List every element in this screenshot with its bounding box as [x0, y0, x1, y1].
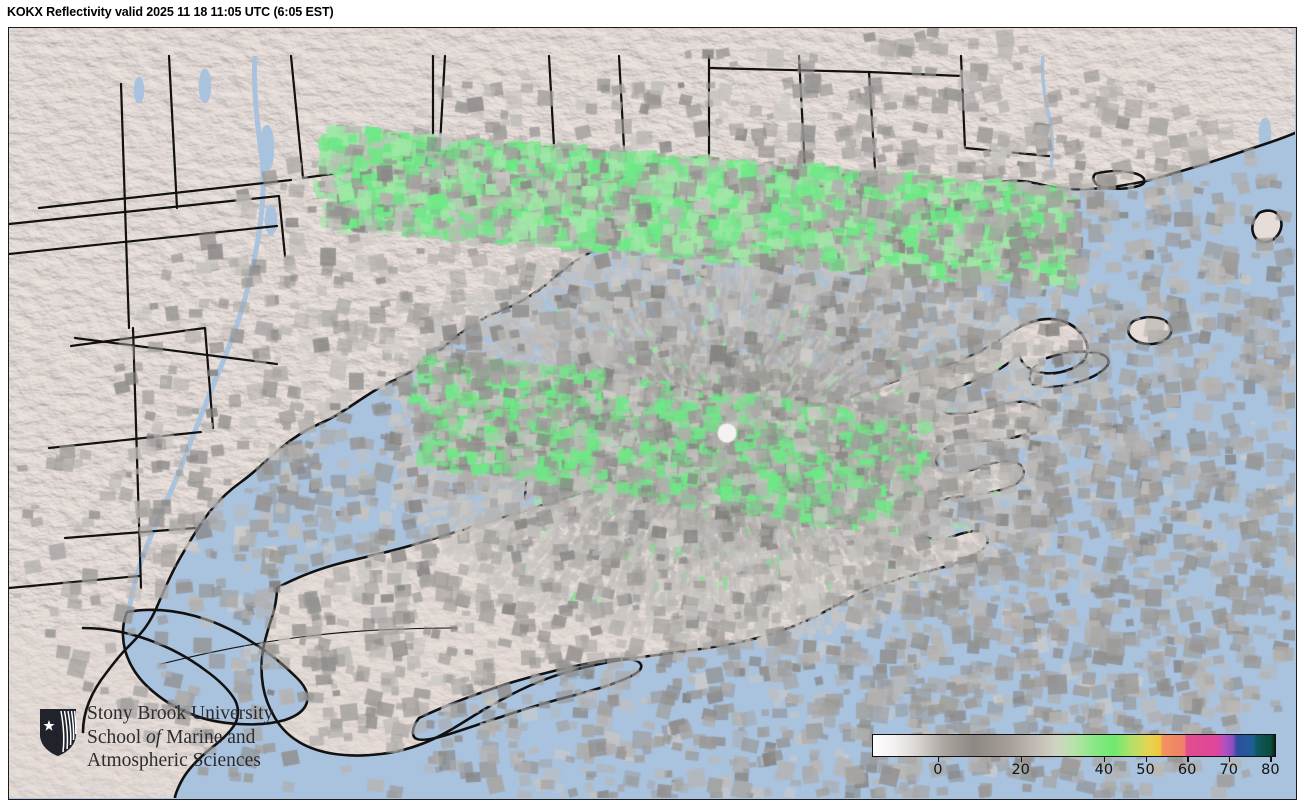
colorbar-tick: [1020, 757, 1023, 762]
colorbar-tick: [937, 757, 940, 762]
colorbar-tick-label: 70: [1219, 762, 1238, 778]
colorbar-tick: [1145, 757, 1147, 762]
colorbar-tick-label: 60: [1177, 762, 1197, 778]
colorbar-tick-label: 40: [1094, 762, 1114, 778]
colorbar-tick: [1228, 757, 1231, 762]
colorbar-tick-labels: 0 20 40 50 60 70 80: [872, 757, 1280, 783]
colorbar-tick-label: 0: [933, 762, 943, 778]
map-inner: [9, 28, 1295, 798]
colorbar-tick: [1103, 757, 1106, 762]
radar-map-panel[interactable]: [8, 27, 1297, 800]
colorbar-tick-label: 80: [1261, 762, 1280, 778]
colorbar-gradient: [873, 735, 1275, 756]
colorbar-tick: [1270, 757, 1272, 762]
colorbar-tick-label: 20: [1011, 762, 1030, 778]
colorbar-gradient-frame: [872, 734, 1276, 757]
page-title: KOKX Reflectivity valid 2025 11 18 11:05…: [7, 5, 334, 19]
colorbar-tick-label: 50: [1136, 762, 1155, 778]
colorbar-tick: [1187, 757, 1189, 762]
radar-echo-layer: [9, 28, 1295, 798]
reflectivity-colorbar[interactable]: 0 20 40 50 60 70 80: [872, 734, 1280, 784]
